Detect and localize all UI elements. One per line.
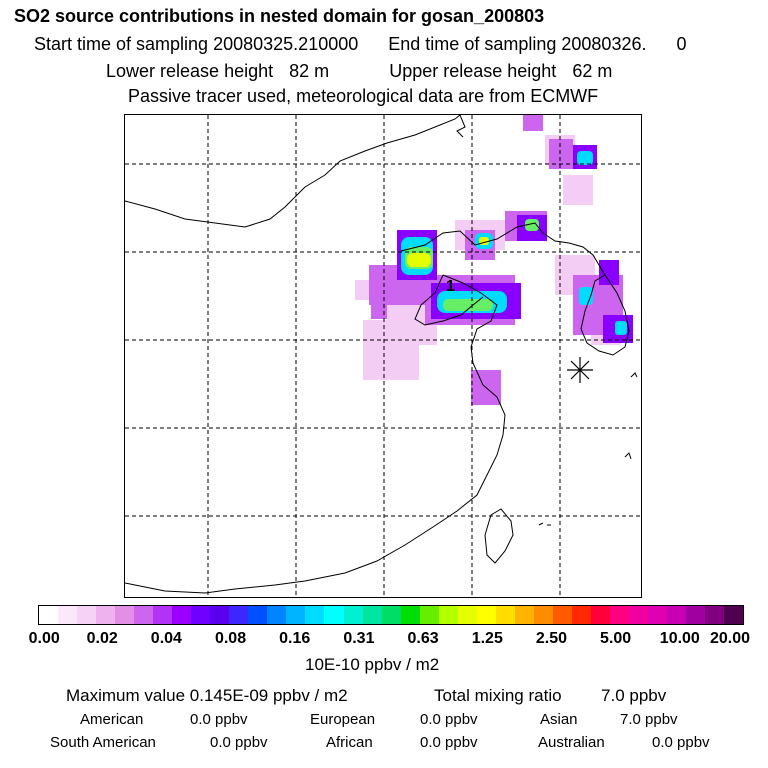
colorbar-swatch: [476, 606, 496, 624]
end-value: 20080326.: [561, 34, 647, 54]
african-value: 0.0 ppbv: [420, 734, 478, 751]
colorbar-swatch: [96, 606, 116, 624]
colorbar-swatch: [628, 606, 648, 624]
colorbar-swatch: [153, 606, 173, 624]
colorbar-swatch: [191, 606, 211, 624]
end-hour: 0: [676, 34, 687, 54]
european-value: 0.0 ppbv: [420, 711, 478, 728]
colorbar-swatch: [705, 606, 725, 624]
colorbar-swatch: [305, 606, 325, 624]
colorbar-swatch: [609, 606, 629, 624]
colorbar-tick-label: 0.16: [279, 630, 311, 647]
colorbar-swatch: [457, 606, 477, 624]
colorbar-swatch: [438, 606, 458, 624]
source-label: 1: [446, 278, 455, 295]
colorbar-swatch: [648, 606, 668, 624]
colorbar-swatch: [362, 606, 382, 624]
american-value: 0.0 ppbv: [190, 711, 248, 728]
concentration-field: [355, 115, 633, 405]
colorbar-tick-label: 5.00: [600, 630, 632, 647]
map-panel: 1: [124, 114, 642, 598]
colorbar-swatch: [115, 606, 135, 624]
south-american-label: South American: [50, 734, 156, 751]
south-american-value: 0.0 ppbv: [210, 734, 268, 751]
end-label: End time of sampling: [388, 34, 557, 54]
tracer-note: Passive tracer used, meteorological data…: [128, 86, 599, 106]
european-label: European: [310, 711, 376, 728]
colorbar-tick-label: 10.00: [659, 630, 700, 647]
start-label: Start time of sampling: [34, 34, 209, 54]
colorbar-swatch: [400, 606, 420, 624]
colorbar-swatch: [343, 606, 363, 624]
colorbar-swatch: [571, 606, 591, 624]
colorbar-tick-label: 0.31: [343, 630, 375, 647]
max-value-row: Maximum value 0.145E-09 ppbv / m2: [66, 686, 348, 706]
colorbar-swatch: [686, 606, 706, 624]
american-label: American: [80, 711, 144, 728]
colorbar-tick-label: 0.63: [407, 630, 439, 647]
asian-value: 7.0 ppbv: [620, 711, 678, 728]
colorbar-tick-label: 0.00: [28, 630, 60, 647]
map-canvas: 1: [125, 115, 641, 597]
total-label: Total mixing ratio: [434, 686, 562, 705]
colorbar-swatch: [667, 606, 687, 624]
max-label: Maximum value: [66, 686, 186, 705]
colorbar-swatch: [514, 606, 534, 624]
release-heights: Lower release height 82 m Upper release …: [106, 61, 612, 82]
lower-label: Lower release height: [106, 61, 274, 81]
coastlines: [125, 115, 638, 594]
colorbar-swatch: [552, 606, 572, 624]
plot-title: SO2 source contributions in nested domai…: [14, 6, 545, 26]
receptor-asterisk-icon: [567, 357, 593, 383]
colorbar: [38, 605, 744, 625]
australian-label: Australian: [538, 734, 605, 751]
colorbar-swatch: [590, 606, 610, 624]
colorbar-swatch: [77, 606, 97, 624]
colorbar-swatch: [419, 606, 439, 624]
graticule: [125, 115, 641, 597]
colorbar-swatch: [495, 606, 515, 624]
asian-label: Asian: [540, 711, 578, 728]
african-label: African: [326, 734, 373, 751]
sampling-times: Start time of sampling 20080325.210000 E…: [34, 34, 687, 55]
australian-value: 0.0 ppbv: [652, 734, 710, 751]
colorbar-tick-label: 2.50: [535, 630, 568, 647]
colorbar-swatch: [267, 606, 287, 624]
colorbar-swatch: [210, 606, 230, 624]
colorbar-swatch: [39, 606, 59, 624]
colorbar-swatch: [248, 606, 268, 624]
lower-value: 82 m: [289, 61, 330, 81]
start-value: 20080325.210000: [213, 34, 359, 54]
total-value: 7.0 ppbv: [601, 686, 667, 705]
colorbar-swatch: [381, 606, 401, 624]
colorbar-swatch: [172, 606, 192, 624]
colorbar-tick-label: 0.08: [214, 630, 247, 647]
colorbar-tick-label: 0.04: [150, 630, 182, 647]
colorbar-unit: 10E-10 ppbv / m2: [305, 655, 440, 674]
colorbar-swatch: [286, 606, 306, 624]
colorbar-swatch: [229, 606, 249, 624]
colorbar-tick-label: 1.25: [471, 630, 503, 647]
colorbar-tick-label: 20.00: [709, 630, 751, 647]
colorbar-swatch: [58, 606, 78, 624]
upper-label: Upper release height: [389, 61, 557, 81]
colorbar-swatch: [134, 606, 154, 624]
total-mixing-row: Total mixing ratio 7.0 ppbv: [434, 686, 666, 706]
upper-value: 62 m: [572, 61, 613, 81]
colorbar-swatch: [533, 606, 553, 624]
colorbar-swatch: [324, 606, 344, 624]
colorbar-swatch: [724, 606, 744, 624]
colorbar-tick-label: 0.02: [86, 630, 118, 647]
max-value: 0.145E-09 ppbv / m2: [189, 686, 348, 705]
